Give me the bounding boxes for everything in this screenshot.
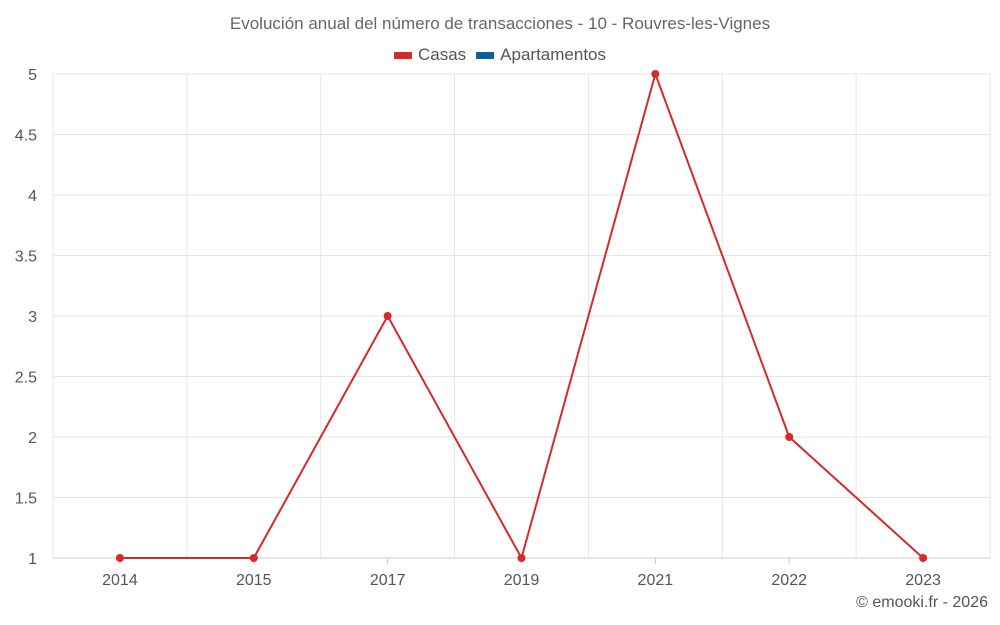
- data-point: [651, 70, 660, 78]
- x-tick-label: 2021: [638, 572, 674, 589]
- x-tick-label: 2017: [370, 572, 406, 589]
- y-tick-label: 1.5: [15, 491, 37, 508]
- data-point: [249, 554, 258, 562]
- y-tick-label: 3: [28, 309, 37, 326]
- x-tick-label: 2019: [504, 572, 540, 589]
- y-tick-label: 4: [28, 188, 37, 205]
- legend: Casas Apartamentos: [0, 45, 1000, 65]
- legend-label-casas: Casas: [417, 45, 467, 64]
- credit-text: © emooki.fr - 2026: [856, 594, 988, 611]
- data-point: [919, 554, 928, 562]
- y-tick-label: 2.5: [15, 370, 37, 387]
- x-tick-label: 2015: [236, 572, 272, 589]
- y-tick-label: 3.5: [15, 249, 37, 266]
- y-tick-label: 2: [28, 430, 37, 447]
- data-point: [383, 312, 392, 320]
- legend-swatch-casas: [393, 51, 412, 59]
- legend-swatch-apartamentos: [476, 51, 495, 59]
- y-tick-label: 5: [28, 67, 37, 84]
- data-point: [115, 554, 124, 562]
- data-point: [785, 433, 794, 441]
- x-tick-label: 2022: [771, 572, 807, 589]
- legend-item-casas[interactable]: Casas: [393, 45, 467, 65]
- x-tick-label: 2023: [905, 572, 941, 589]
- data-point: [517, 554, 526, 562]
- y-tick-label: 1: [28, 551, 37, 568]
- legend-label-apartamentos: Apartamentos: [500, 45, 607, 64]
- y-tick-label: 4.5: [15, 128, 37, 145]
- x-tick-label: 2014: [102, 572, 138, 589]
- legend-item-apartamentos[interactable]: Apartamentos: [476, 45, 606, 65]
- chart-title: Evolución anual del número de transaccio…: [229, 14, 771, 33]
